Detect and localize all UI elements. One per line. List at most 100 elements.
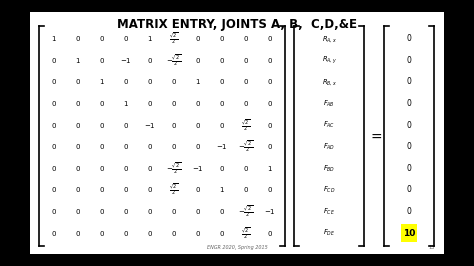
Text: $0$: $0$ <box>195 99 201 108</box>
Text: $0$: $0$ <box>147 56 153 65</box>
Text: $1$: $1$ <box>147 34 153 43</box>
Text: $0$: $0$ <box>243 56 249 65</box>
Text: $R_{B,x}$: $R_{B,x}$ <box>321 77 337 87</box>
Text: $0$: $0$ <box>171 77 177 86</box>
Text: $0$: $0$ <box>195 142 201 151</box>
Text: 0: 0 <box>407 207 411 216</box>
Text: $R_{A,y}$: $R_{A,y}$ <box>321 55 337 66</box>
Text: $0$: $0$ <box>123 121 129 130</box>
Text: $-\frac{\sqrt{2}}{2}$: $-\frac{\sqrt{2}}{2}$ <box>238 204 254 219</box>
Text: $0$: $0$ <box>51 99 57 108</box>
Text: $0$: $0$ <box>75 142 81 151</box>
FancyBboxPatch shape <box>30 12 444 254</box>
Text: $0$: $0$ <box>123 207 129 216</box>
Text: $F_{DE}$: $F_{DE}$ <box>323 228 335 238</box>
Text: $0$: $0$ <box>267 121 273 130</box>
Text: $0$: $0$ <box>219 56 225 65</box>
Text: $0$: $0$ <box>99 121 105 130</box>
Text: $F_{CD}$: $F_{CD}$ <box>323 185 335 195</box>
Text: 0: 0 <box>407 164 411 173</box>
Text: $-\frac{\sqrt{2}}{2}$: $-\frac{\sqrt{2}}{2}$ <box>166 161 182 176</box>
Text: $0$: $0$ <box>267 185 273 194</box>
Text: $0$: $0$ <box>171 229 177 238</box>
Text: $0$: $0$ <box>195 207 201 216</box>
Text: $0$: $0$ <box>147 99 153 108</box>
Text: $-1$: $-1$ <box>144 121 156 130</box>
Text: $0$: $0$ <box>171 207 177 216</box>
Text: $0$: $0$ <box>51 121 57 130</box>
Text: 0: 0 <box>407 34 411 43</box>
Text: MATRIX ENTRY, JOINTS A, B,  C,D,&E: MATRIX ENTRY, JOINTS A, B, C,D,&E <box>117 18 357 31</box>
Text: $0$: $0$ <box>171 142 177 151</box>
Text: $0$: $0$ <box>75 99 81 108</box>
Text: $0$: $0$ <box>51 77 57 86</box>
Text: $0$: $0$ <box>51 142 57 151</box>
Text: $0$: $0$ <box>195 56 201 65</box>
Text: $0$: $0$ <box>123 34 129 43</box>
Text: $0$: $0$ <box>75 185 81 194</box>
Text: $0$: $0$ <box>51 229 57 238</box>
Text: $-1$: $-1$ <box>120 56 132 65</box>
Text: 0: 0 <box>407 142 411 151</box>
Text: $-\frac{\sqrt{2}}{2}$: $-\frac{\sqrt{2}}{2}$ <box>166 53 182 68</box>
FancyBboxPatch shape <box>444 0 474 266</box>
Text: $R_{A,x}$: $R_{A,x}$ <box>321 34 337 44</box>
Text: $0$: $0$ <box>147 164 153 173</box>
Text: $-1$: $-1$ <box>264 207 276 216</box>
Text: $\frac{\sqrt{2}}{2}$: $\frac{\sqrt{2}}{2}$ <box>169 182 179 197</box>
FancyBboxPatch shape <box>0 254 474 266</box>
Text: $0$: $0$ <box>219 229 225 238</box>
Text: $0$: $0$ <box>75 34 81 43</box>
Text: $1$: $1$ <box>75 56 81 65</box>
Text: $F_{CE}$: $F_{CE}$ <box>323 206 335 217</box>
Text: $0$: $0$ <box>99 207 105 216</box>
Text: $0$: $0$ <box>219 207 225 216</box>
Text: $0$: $0$ <box>243 34 249 43</box>
Text: $0$: $0$ <box>147 207 153 216</box>
Text: $0$: $0$ <box>267 142 273 151</box>
Text: $0$: $0$ <box>243 99 249 108</box>
Text: $0$: $0$ <box>123 142 129 151</box>
Text: $0$: $0$ <box>75 121 81 130</box>
Text: $0$: $0$ <box>123 77 129 86</box>
Text: $0$: $0$ <box>219 34 225 43</box>
Text: $0$: $0$ <box>51 207 57 216</box>
Text: $1$: $1$ <box>267 164 273 173</box>
Text: $-1$: $-1$ <box>216 142 228 151</box>
Text: $0$: $0$ <box>243 77 249 86</box>
Text: $0$: $0$ <box>219 99 225 108</box>
Text: $F_{BD}$: $F_{BD}$ <box>323 163 335 173</box>
Text: 0: 0 <box>407 185 411 194</box>
Text: $\frac{\sqrt{2}}{2}$: $\frac{\sqrt{2}}{2}$ <box>241 226 251 241</box>
Text: $0$: $0$ <box>171 99 177 108</box>
Text: $0$: $0$ <box>267 34 273 43</box>
Text: $0$: $0$ <box>75 164 81 173</box>
Text: $0$: $0$ <box>267 56 273 65</box>
Text: 0: 0 <box>407 99 411 108</box>
FancyBboxPatch shape <box>0 0 474 12</box>
Text: $0$: $0$ <box>147 77 153 86</box>
Text: $0$: $0$ <box>75 77 81 86</box>
Text: 10: 10 <box>403 229 415 238</box>
Text: $0$: $0$ <box>51 185 57 194</box>
Text: $0$: $0$ <box>75 229 81 238</box>
Text: $1$: $1$ <box>99 77 105 86</box>
Text: $0$: $0$ <box>147 142 153 151</box>
Text: $0$: $0$ <box>195 121 201 130</box>
Text: $0$: $0$ <box>243 164 249 173</box>
Text: $0$: $0$ <box>147 229 153 238</box>
Text: $0$: $0$ <box>267 99 273 108</box>
Text: $=$: $=$ <box>367 129 383 143</box>
Text: $0$: $0$ <box>51 164 57 173</box>
FancyBboxPatch shape <box>401 224 417 242</box>
Text: $0$: $0$ <box>123 185 129 194</box>
Text: 13: 13 <box>429 245 435 250</box>
Text: $0$: $0$ <box>123 164 129 173</box>
Text: $\frac{\sqrt{2}}{2}$: $\frac{\sqrt{2}}{2}$ <box>241 118 251 133</box>
Text: $0$: $0$ <box>147 185 153 194</box>
Text: $0$: $0$ <box>99 164 105 173</box>
Text: $0$: $0$ <box>195 34 201 43</box>
Text: $0$: $0$ <box>51 56 57 65</box>
Text: $1$: $1$ <box>51 34 57 43</box>
Text: $0$: $0$ <box>99 142 105 151</box>
